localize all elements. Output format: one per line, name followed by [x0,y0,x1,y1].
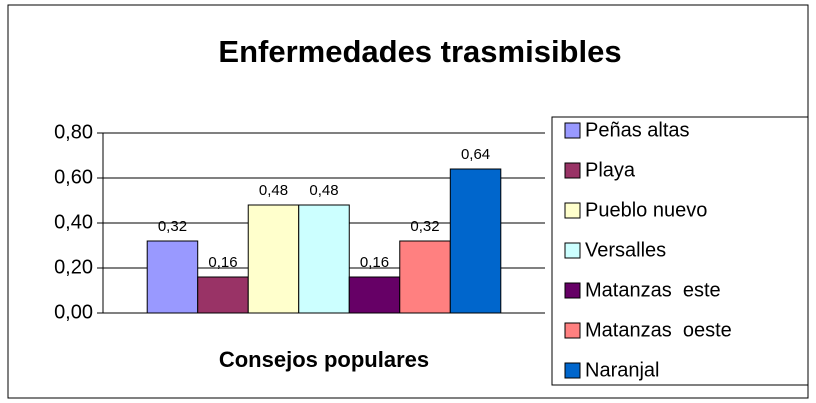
legend-swatch [564,362,581,379]
data-label: 0,48 [259,182,288,199]
legend-label: Peñas altas [585,119,690,141]
chart-title: Enfermedades trasmisibles [218,34,621,69]
legend-label: Matanzas este [585,279,721,301]
legend-box [551,116,809,386]
legend-swatch [564,122,581,139]
y-tick-label: 0,00 [54,301,93,323]
legend-swatch [564,242,581,259]
legend-swatch [564,322,581,339]
data-label: 0,64 [461,146,490,163]
legend-label: Naranjal [585,359,659,381]
legend-label: Pueblo nuevo [585,199,707,221]
legend-label: Playa [585,159,636,181]
bar [197,276,249,314]
y-tick-label: 0,60 [54,166,93,188]
data-label: 0,32 [410,218,439,235]
bar [449,168,502,314]
data-label: 0,16 [360,254,389,271]
bar [146,240,199,314]
data-label: 0,16 [208,254,237,271]
legend-label: Versalles [585,239,666,261]
bar [348,276,401,314]
bar [247,204,300,314]
data-label: 0,48 [309,182,338,199]
bar [298,204,350,314]
y-tick-label: 0,40 [54,211,93,233]
y-tick-label: 0,20 [54,256,93,278]
legend-swatch [564,282,581,299]
bar [399,240,451,314]
legend-swatch [564,202,581,219]
x-axis-title: Consejos populares [219,347,429,372]
legend-swatch [564,162,581,179]
data-label: 0,32 [158,218,187,235]
y-tick-label: 0,80 [54,121,93,143]
legend-label: Matanzas oeste [585,319,732,341]
